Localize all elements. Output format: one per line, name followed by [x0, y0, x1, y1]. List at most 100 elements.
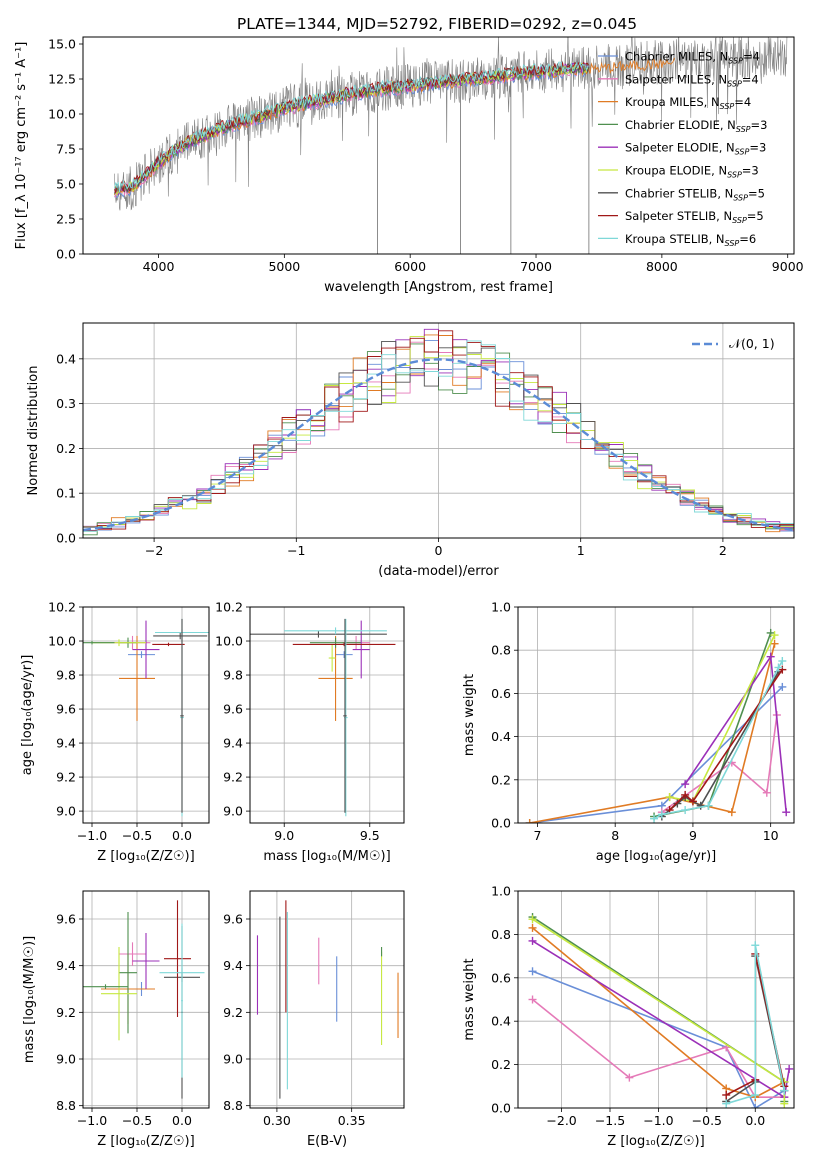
- legend-label-sub: SSP: [735, 148, 750, 157]
- x-axis-label: age [log₁₀(age/yr)]: [596, 849, 717, 864]
- legend-label: Salpeter ELODIE, NSSP=3: [625, 141, 766, 157]
- legend-label-sub: SSP: [727, 79, 742, 88]
- legend-label-count: =6: [739, 232, 756, 246]
- axes-frame: [82, 322, 795, 539]
- legend-label-sub: SSP: [732, 216, 747, 225]
- x-tick-label: 8000: [646, 259, 678, 274]
- figure-title: PLATE=1344, MJD=52792, FIBERID=0292, z=0…: [237, 15, 637, 33]
- x-tick-label: 7000: [520, 259, 552, 274]
- x-tick-label: 8: [611, 828, 619, 843]
- x-tick-label: 0.35: [338, 1113, 366, 1128]
- legend-label-sub: SSP: [727, 171, 742, 180]
- y-tick-label: 10.0: [48, 634, 76, 649]
- legend-label-count: =3: [751, 118, 768, 132]
- x-tick-label: −1.0: [77, 1113, 107, 1128]
- axes-frame: [82, 890, 210, 1109]
- x-axis-label: Z [log₁₀(Z/Z☉)]: [97, 849, 194, 864]
- y-tick-label: 9.0: [223, 1052, 243, 1067]
- x-tick-label: 5000: [268, 259, 300, 274]
- normal-curve: [83, 358, 794, 532]
- x-axis-label: E(B-V): [307, 1134, 347, 1149]
- y-tick-label: 0.8: [491, 643, 511, 658]
- x-tick-label: −1.0: [643, 1113, 673, 1128]
- axes-frame: [249, 890, 405, 1109]
- y-tick-label: 0.6: [491, 970, 511, 985]
- y-tick-label: 0.8: [491, 927, 511, 942]
- x-tick-label: 7: [533, 828, 541, 843]
- plot-area: [83, 900, 205, 1099]
- plot-area: [83, 618, 209, 817]
- y-axis-label: Normed distribution: [26, 366, 41, 496]
- legend-label-sub: SSP: [733, 193, 748, 202]
- y-tick-label: 9.6: [223, 702, 243, 717]
- plot-area: [525, 628, 791, 823]
- y-tick-label: 9.4: [223, 736, 243, 751]
- y-tick-label: 9.8: [223, 668, 243, 683]
- x-axis-label: Z [log₁₀(Z/Z☉)]: [97, 1134, 194, 1149]
- weight-line: [661, 714, 778, 813]
- y-tick-label: 9.4: [56, 736, 76, 751]
- legend-label: Chabrier ELODIE, NSSP=3: [625, 118, 767, 134]
- x-tick-label: 9.0: [274, 828, 294, 843]
- y-axis-label: Flux [f_λ 10⁻¹⁷ erg cm⁻² s⁻¹ A⁻¹]: [14, 42, 29, 250]
- y-tick-label: 15.0: [48, 37, 76, 52]
- x-tick-label: −2.0: [546, 1113, 576, 1128]
- y-tick-label: 9.2: [223, 770, 243, 785]
- y-tick-label: 9.4: [223, 958, 243, 973]
- legend-label-count: =4: [742, 72, 759, 86]
- y-tick-label: 9.2: [56, 1005, 76, 1020]
- panel-mass_vs_ebv: 0.30 0.35 8.8 9.0 9.2 9.4 9.6 E(B-V): [223, 890, 405, 1149]
- y-tick-label: 9.6: [56, 702, 76, 717]
- x-tick-label: 6000: [394, 259, 426, 274]
- x-tick-label: −1: [287, 543, 305, 558]
- legend-label-main: Chabrier MILES, N: [625, 50, 728, 64]
- legend-label-main: Kroupa STELIB, N: [625, 232, 725, 246]
- legend-label: Salpeter MILES, NSSP=4: [625, 72, 759, 88]
- model-spectrum: [114, 62, 590, 194]
- y-tick-label: 8.8: [223, 1098, 243, 1113]
- y-tick-label: 8.8: [56, 1098, 76, 1113]
- x-tick-label: −1.0: [77, 828, 107, 843]
- y-tick-label: 0.4: [491, 729, 511, 744]
- y-axis-label: mass weight: [462, 674, 477, 756]
- legend-label: Salpeter STELIB, NSSP=5: [625, 209, 764, 225]
- weight-line: [531, 927, 785, 1099]
- legend-label-sub: SSP: [720, 102, 735, 111]
- y-tick-label: 9.0: [56, 1052, 76, 1067]
- y-tick-label: 10.0: [215, 634, 243, 649]
- legend-label-main: Salpeter STELIB, N: [625, 209, 732, 223]
- legend-label-count: =5: [748, 186, 765, 200]
- legend-label-main: Salpeter ELODIE, N: [625, 141, 735, 155]
- plot-area: [256, 900, 399, 1099]
- legend-label-count: =5: [747, 209, 764, 223]
- panel-weight_vs_z: −2.0 −1.5 −1.0 −0.5 0.0 0.0 0.2 0.4 0.6 0.8 1.0 Z […: [462, 884, 795, 1149]
- y-tick-label: 0.1: [56, 486, 76, 501]
- histogram-step: [83, 340, 794, 532]
- y-axis-label: age [log₁₀(age/yr)]: [20, 655, 35, 776]
- weight-line: [529, 643, 776, 823]
- axes-frame: [517, 890, 795, 1109]
- weight-line: [725, 945, 786, 1105]
- legend-label-main: Kroupa MILES, N: [625, 95, 720, 109]
- legend-label-sub: SSP: [725, 239, 740, 248]
- model-spectrum: [114, 62, 590, 196]
- y-tick-label: 9.6: [223, 912, 243, 927]
- y-axis-label: mass weight: [462, 958, 477, 1040]
- y-tick-label: 9.4: [56, 958, 76, 973]
- axes-frame: [82, 36, 795, 255]
- y-tick-label: 9.6: [56, 912, 76, 927]
- x-axis-label: wavelength [Angstrom, rest frame]: [324, 280, 553, 295]
- model-spectrum: [114, 62, 590, 196]
- axes-frame: [249, 606, 405, 824]
- panel-residuals: −2 −1 0 1 2 0.0 0.1 0.2 0.3 0.4 (data-model)/error…: [26, 322, 795, 579]
- y-tick-label: 9.8: [56, 668, 76, 683]
- y-tick-label: 12.5: [48, 72, 76, 87]
- plot-area: [528, 913, 794, 1108]
- y-tick-label: 10.2: [48, 600, 76, 615]
- panel-age_vs_z: −1.0 −0.5 0.0 9.0 9.2 9.4 9.6 9.8 10.0 10.2 Z [log…: [20, 600, 210, 864]
- y-tick-label: 9.2: [56, 770, 76, 785]
- y-tick-label: 7.5: [56, 142, 76, 157]
- legend-label: Chabrier MILES, NSSP=4: [625, 50, 760, 66]
- weight-line: [532, 940, 790, 1099]
- y-tick-label: 1.0: [491, 600, 511, 615]
